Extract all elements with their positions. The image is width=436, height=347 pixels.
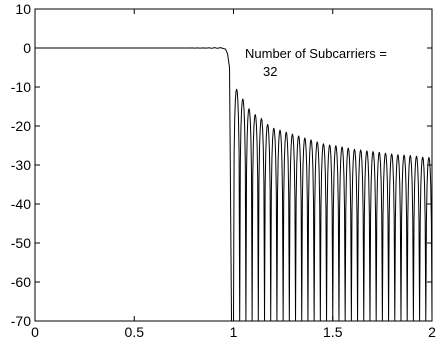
x-tick-label: 2 <box>428 324 436 340</box>
y-tick-label: 10 <box>15 1 31 17</box>
y-tick-label: -10 <box>11 79 31 95</box>
annotation-line1: Number of Subcarriers = <box>245 46 387 61</box>
x-tick-label: 1 <box>230 324 238 340</box>
series-line <box>35 47 433 322</box>
annotation-line2: 32 <box>263 64 277 79</box>
y-tick-label: -60 <box>11 274 31 290</box>
y-tick-label: 0 <box>23 40 31 56</box>
y-tick-label: -20 <box>11 118 31 134</box>
x-tick-label: 0 <box>31 324 39 340</box>
series-group <box>35 47 433 322</box>
x-tick-label: 1.5 <box>323 324 343 340</box>
y-tick-label: -70 <box>11 313 31 329</box>
tick-labels-group: 0 0.5 1 1.5 2 10 0 -10 -20 -30 -40 -50 -60 -70 <box>11 1 436 340</box>
y-tick-label: -30 <box>11 157 31 173</box>
x-tick-label: 0.5 <box>125 324 145 340</box>
y-tick-label: -50 <box>11 235 31 251</box>
y-tick-label: -40 <box>11 196 31 212</box>
